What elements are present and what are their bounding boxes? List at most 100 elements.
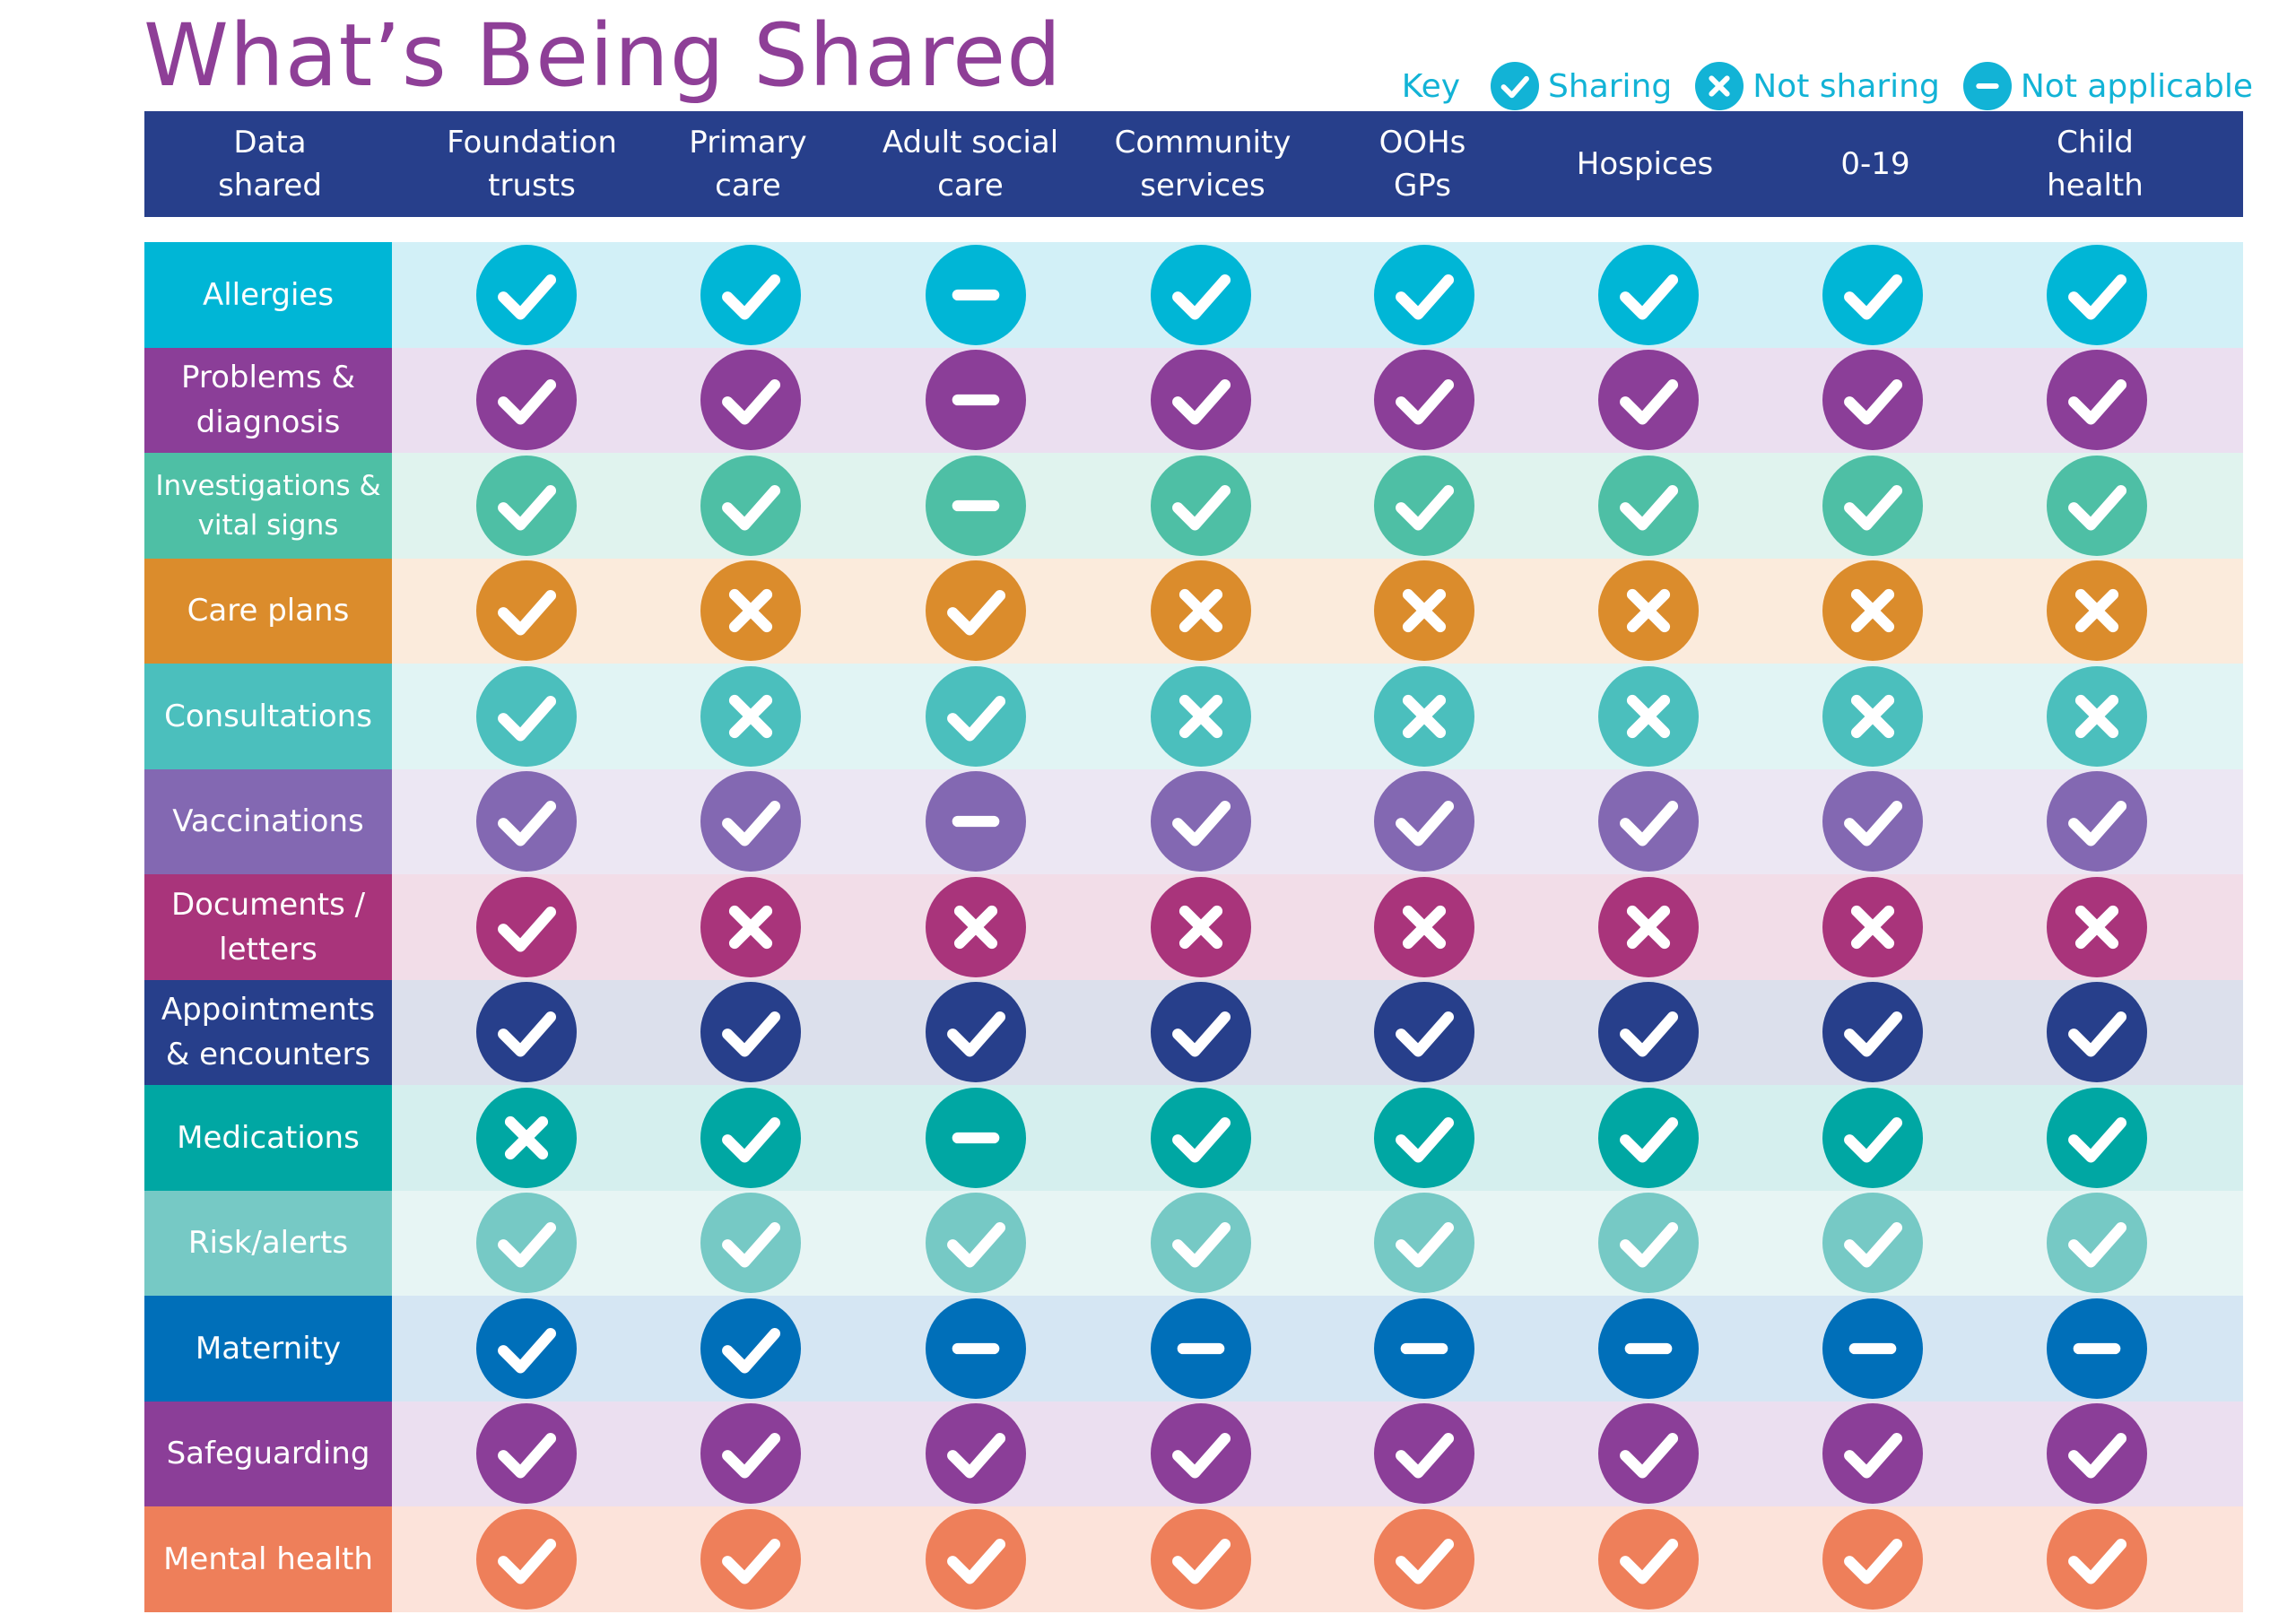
check-icon — [1374, 1087, 1474, 1188]
check-icon — [2047, 1087, 2147, 1188]
check-icon — [2047, 1403, 2147, 1505]
key-item-sharing: Sharing — [1491, 62, 1672, 110]
check-icon — [1822, 771, 1923, 872]
check-icon — [1151, 1508, 1251, 1610]
check-icon — [1822, 1403, 1923, 1505]
check-icon — [1822, 244, 1923, 345]
check-icon — [1374, 982, 1474, 1083]
check-icon — [926, 1508, 1026, 1610]
check-icon — [700, 771, 801, 872]
row-label: Maternity — [144, 1296, 392, 1402]
check-icon — [1151, 244, 1251, 345]
table-header: Data shared Foundation trusts Primary ca… — [144, 111, 2243, 217]
cross-icon — [1822, 665, 1923, 767]
check-icon — [2047, 1508, 2147, 1610]
check-icon — [926, 1193, 1026, 1294]
check-icon — [1151, 1087, 1251, 1188]
header-0-19: 0-19 — [1840, 146, 1910, 182]
key-item-label: Not sharing — [1752, 67, 1940, 105]
check-icon — [476, 244, 577, 345]
check-icon — [700, 1193, 801, 1294]
key-item-not-sharing: Not sharing — [1695, 62, 1940, 110]
check-icon — [1598, 1508, 1699, 1610]
check-icon — [2047, 1193, 2147, 1294]
check-icon — [1598, 244, 1699, 345]
check-icon — [476, 665, 577, 767]
cross-icon — [1151, 876, 1251, 977]
check-icon — [1374, 244, 1474, 345]
check-icon — [1598, 350, 1699, 451]
check-icon — [700, 350, 801, 451]
check-icon — [926, 1403, 1026, 1505]
check-icon — [1374, 1403, 1474, 1505]
minus-icon — [1962, 62, 2012, 110]
check-icon — [1151, 771, 1251, 872]
row-label: Risk/alerts — [144, 1190, 392, 1296]
check-icon — [476, 982, 577, 1083]
check-icon — [1822, 350, 1923, 451]
table-row: Risk/alerts — [144, 1190, 2243, 1296]
check-icon — [1374, 1508, 1474, 1610]
table-row: Care plans — [144, 558, 2243, 664]
cross-icon — [926, 876, 1026, 977]
header-child-health: Child health — [2047, 125, 2144, 204]
cross-icon — [476, 1087, 577, 1188]
minus-icon — [2047, 1298, 2147, 1399]
check-icon — [476, 1298, 577, 1399]
row-label: Appointments & encounters — [144, 979, 392, 1085]
row-label: Problems & diagnosis — [144, 347, 392, 453]
minus-icon — [926, 350, 1026, 451]
cross-icon — [1822, 560, 1923, 662]
cross-icon — [2047, 876, 2147, 977]
table-row: Safeguarding — [144, 1401, 2243, 1506]
minus-icon — [926, 244, 1026, 345]
check-icon — [1822, 1508, 1923, 1610]
table-row: Medications — [144, 1085, 2243, 1191]
key-item-label: Sharing — [1548, 67, 1673, 105]
check-icon — [1822, 1087, 1923, 1188]
table-row: Allergies — [144, 242, 2243, 348]
check-icon — [926, 560, 1026, 662]
row-label: Consultations — [144, 664, 392, 769]
check-icon — [700, 1298, 801, 1399]
header-community-services: Community services — [1114, 125, 1292, 204]
minus-icon — [926, 771, 1026, 872]
key-legend: Key Sharing Not sharing Not applicable — [1402, 59, 2253, 113]
check-icon — [700, 1403, 801, 1505]
minus-icon — [926, 455, 1026, 556]
check-icon — [700, 455, 801, 556]
check-icon — [476, 455, 577, 556]
header-hospices: Hospices — [1576, 146, 1714, 182]
row-label: Investigations & vital signs — [144, 453, 392, 559]
cross-icon — [1598, 876, 1699, 977]
cross-icon — [700, 560, 801, 662]
table-row: Documents / letters — [144, 874, 2243, 980]
row-label: Medications — [144, 1085, 392, 1191]
check-icon — [476, 350, 577, 451]
minus-icon — [1598, 1298, 1699, 1399]
check-icon — [476, 771, 577, 872]
check-icon — [2047, 982, 2147, 1083]
table-row: Consultations — [144, 664, 2243, 769]
check-icon — [476, 1508, 577, 1610]
row-label: Vaccinations — [144, 768, 392, 874]
table-row: Problems & diagnosis — [144, 347, 2243, 453]
check-icon — [1151, 1193, 1251, 1294]
row-label: Allergies — [144, 242, 392, 348]
check-icon — [700, 244, 801, 345]
check-icon — [476, 1403, 577, 1505]
minus-icon — [926, 1087, 1026, 1188]
check-icon — [1374, 1193, 1474, 1294]
check-icon — [1151, 455, 1251, 556]
check-icon — [1822, 1193, 1923, 1294]
check-icon — [2047, 244, 2147, 345]
cross-icon — [1598, 560, 1699, 662]
check-icon — [1374, 771, 1474, 872]
check-icon — [700, 982, 801, 1083]
check-icon — [1374, 455, 1474, 556]
header-primary-care: Primary care — [689, 125, 807, 204]
check-icon — [1151, 982, 1251, 1083]
cross-icon — [1695, 62, 1744, 110]
cross-icon — [1374, 665, 1474, 767]
check-icon — [2047, 771, 2147, 872]
